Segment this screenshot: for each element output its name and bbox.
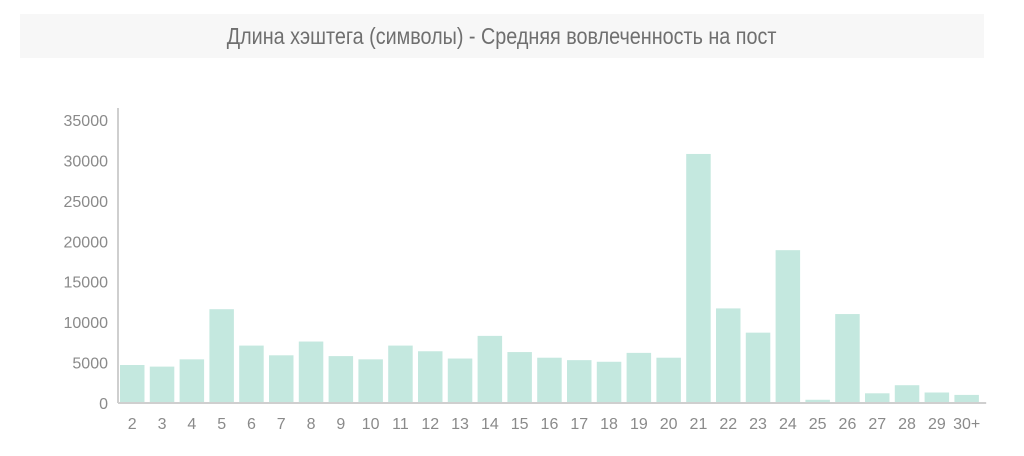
x-tick-label: 11 [392,416,409,433]
y-tick-label: 5000 [72,356,108,373]
x-tick-label: 10 [362,416,380,433]
bar-30+ [954,394,979,403]
y-tick-label: 30000 [64,153,109,170]
x-tick-label: 12 [421,416,439,433]
x-tick-label: 9 [336,416,345,433]
chart-title: Длина хэштега (символы) - Средняя вовлеч… [227,22,777,49]
x-tick-label: 4 [187,416,196,433]
bar-29 [924,392,950,403]
x-tick-label: 27 [868,416,886,433]
bar-23 [745,332,771,403]
bar-2 [120,364,145,403]
x-tick-label: 17 [570,416,588,433]
y-tick-label: 10000 [64,315,109,332]
bar-8 [298,341,324,403]
bar-4 [179,359,205,403]
bar-22 [716,308,741,403]
x-tick-label: 14 [481,416,499,433]
bar-14 [477,335,503,403]
x-tick-label: 20 [660,416,678,433]
x-tick-label: 30+ [953,416,980,433]
bar-10 [358,359,383,403]
x-tick-label: 21 [690,416,708,433]
x-tick-label: 25 [809,416,827,433]
bar-3 [149,366,175,403]
x-tick-label: 24 [779,416,797,433]
y-tick-label: 25000 [64,194,109,211]
x-tick-label: 8 [307,416,316,433]
x-tick-label: 3 [158,416,167,433]
bar-12 [418,351,443,403]
x-tick-label: 29 [928,416,946,433]
bar-16 [537,357,562,403]
bars [120,153,979,403]
x-tick-label: 2 [128,416,137,433]
bar-18 [596,361,622,403]
x-tick-label: 5 [217,416,226,433]
bar-9 [328,356,354,403]
x-tick-label: 16 [541,416,559,433]
x-tick-label: 22 [719,416,737,433]
x-tick-label: 7 [277,416,286,433]
x-tick-label: 6 [247,416,256,433]
bar-24 [775,250,801,403]
bar-6 [239,345,264,403]
bar-17 [567,360,592,403]
bar-11 [388,345,413,403]
bar-21 [686,153,711,403]
x-tick-label: 13 [451,416,469,433]
bar-28 [894,385,920,403]
y-tick-label: 20000 [64,234,109,251]
x-tick-label: 18 [600,416,618,433]
x-axis-ticks: 2 3 4 5 6 7 8 9 10 11 12 13 14 15 16 17 18 19 20 21 22 23 24 25… [128,416,980,433]
bar-19 [626,352,652,403]
bar-7 [269,355,294,403]
chart-title-bar: Длина хэштега (символы) - Средняя вовлеч… [20,14,984,58]
bar-13 [447,358,473,403]
bar-25 [805,399,830,403]
y-tick-label: 15000 [64,275,109,292]
bar-15 [507,352,532,403]
y-tick-label: 35000 [64,113,109,130]
bar-20 [656,357,681,403]
bar-26 [835,314,860,403]
x-tick-label: 28 [898,416,916,433]
x-tick-label: 15 [511,416,529,433]
x-tick-label: 19 [630,416,648,433]
x-tick-label: 23 [749,416,767,433]
y-tick-label: 0 [99,396,108,413]
bar-5 [209,309,234,403]
y-axis-ticks: 0 5000 10000 15000 20000 25000 30000 35000 [64,113,109,413]
x-tick-label: 26 [839,416,857,433]
bar-27 [865,393,890,403]
